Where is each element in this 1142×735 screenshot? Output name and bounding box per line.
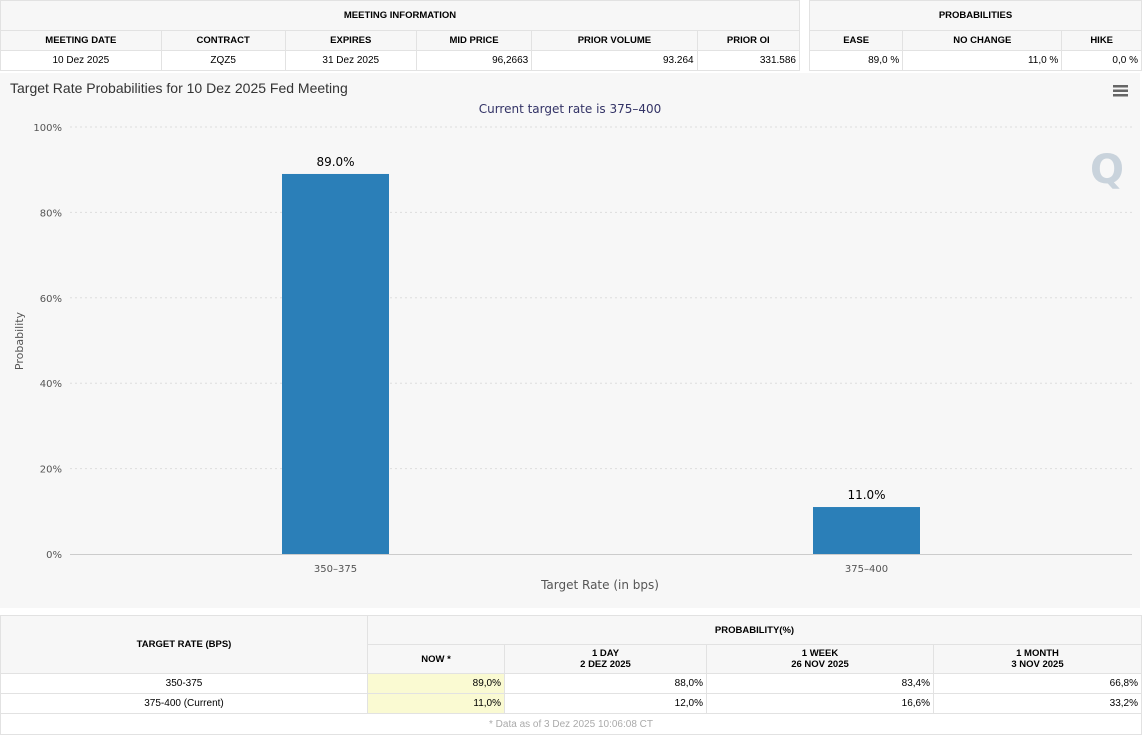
col-header: PRIOR VOLUME bbox=[531, 30, 698, 51]
value-cell: 12,0% bbox=[504, 693, 707, 714]
col-1week: 1 WEEK 26 NOV 2025 bbox=[706, 644, 934, 674]
rate-cell: 375-400 (Current) bbox=[0, 693, 368, 714]
col-now: NOW * bbox=[367, 644, 505, 674]
probabilities-table: PROBABILITIES EASE NO CHANGE HIKE 89,0 %… bbox=[808, 0, 1142, 71]
y-tick-label: 60% bbox=[40, 294, 62, 305]
prior-oi: 331.586 bbox=[696, 50, 801, 71]
table-row: 375-400 (Current) 11,0% 12,0% 16,6% 33,2… bbox=[0, 693, 1142, 714]
rate-cell: 350-375 bbox=[0, 673, 368, 694]
chart-panel: Target Rate Probabilities for 10 Dez 202… bbox=[0, 73, 1140, 608]
svg-text:Q: Q bbox=[1090, 147, 1124, 193]
probabilities-title: PROBABILITIES bbox=[809, 0, 1142, 31]
y-tick-label: 20% bbox=[40, 465, 62, 476]
col-header: PRIOR OI bbox=[696, 30, 801, 51]
data-label: 11.0% bbox=[847, 488, 885, 502]
meeting-date: 10 Dez 2025 bbox=[0, 50, 162, 71]
x-tick-label: 350–375 bbox=[314, 564, 357, 575]
x-tick-label: 375–400 bbox=[845, 564, 888, 575]
col-header: NO CHANGE bbox=[902, 30, 1063, 51]
y-tick-label: 80% bbox=[40, 208, 62, 219]
col-header: EXPIRES bbox=[284, 30, 417, 51]
data-label: 89.0% bbox=[316, 155, 354, 169]
mid-price: 96,2663 bbox=[415, 50, 533, 71]
col-header: EASE bbox=[808, 30, 904, 51]
contract: ZQZ5 bbox=[160, 50, 286, 71]
y-axis-label: Probability bbox=[13, 311, 26, 370]
ease: 89,0 % bbox=[808, 50, 904, 71]
bar bbox=[282, 173, 389, 554]
value-cell: 88,0% bbox=[504, 673, 707, 694]
col-header: MEETING DATE bbox=[0, 30, 162, 51]
col-header: HIKE bbox=[1061, 30, 1142, 51]
expires: 31 Dez 2025 bbox=[284, 50, 417, 71]
value-cell: 33,2% bbox=[933, 693, 1142, 714]
col-header: CONTRACT bbox=[160, 30, 286, 51]
y-tick-label: 100% bbox=[33, 123, 62, 134]
hike: 0,0 % bbox=[1061, 50, 1142, 71]
table-row: 350-375 89,0% 88,0% 83,4% 66,8% bbox=[0, 673, 1142, 694]
bar bbox=[813, 507, 920, 554]
col-header: MID PRICE bbox=[415, 30, 533, 51]
meeting-info-table: MEETING INFORMATION MEETING DATE CONTRAC… bbox=[0, 0, 801, 71]
col-1month: 1 MONTH 3 NOV 2025 bbox=[933, 644, 1142, 674]
y-tick-label: 40% bbox=[40, 379, 62, 390]
prior-volume: 93.264 bbox=[531, 50, 698, 71]
target-rate-header: TARGET RATE (BPS) bbox=[0, 615, 368, 674]
probability-group-header: PROBABILITY(%) bbox=[367, 615, 1142, 645]
value-cell: 66,8% bbox=[933, 673, 1142, 694]
no-change: 11,0 % bbox=[902, 50, 1063, 71]
value-cell: 83,4% bbox=[706, 673, 934, 694]
meeting-info-title: MEETING INFORMATION bbox=[0, 0, 800, 31]
y-tick-label: 0% bbox=[46, 550, 62, 561]
menu-icon[interactable] bbox=[1113, 85, 1128, 97]
col-1day: 1 DAY 2 DEZ 2025 bbox=[504, 644, 707, 674]
chart-title: Target Rate Probabilities for 10 Dez 202… bbox=[10, 80, 348, 96]
probability-history-table: TARGET RATE (BPS) PROBABILITY(%) NOW * 1 … bbox=[0, 615, 1142, 735]
x-axis-label: Target Rate (in bps) bbox=[540, 578, 659, 592]
footnote: * Data as of 3 Dez 2025 10:06:08 CT bbox=[0, 713, 1142, 735]
now-cell: 11,0% bbox=[367, 693, 505, 714]
bar-chart: Target Rate Probabilities for 10 Dez 202… bbox=[10, 80, 1132, 592]
quikstrike-logo-icon: Q bbox=[1090, 147, 1124, 193]
chart-subtitle: Current target rate is 375–400 bbox=[479, 102, 662, 116]
value-cell: 16,6% bbox=[706, 693, 934, 714]
now-cell: 89,0% bbox=[367, 673, 505, 694]
